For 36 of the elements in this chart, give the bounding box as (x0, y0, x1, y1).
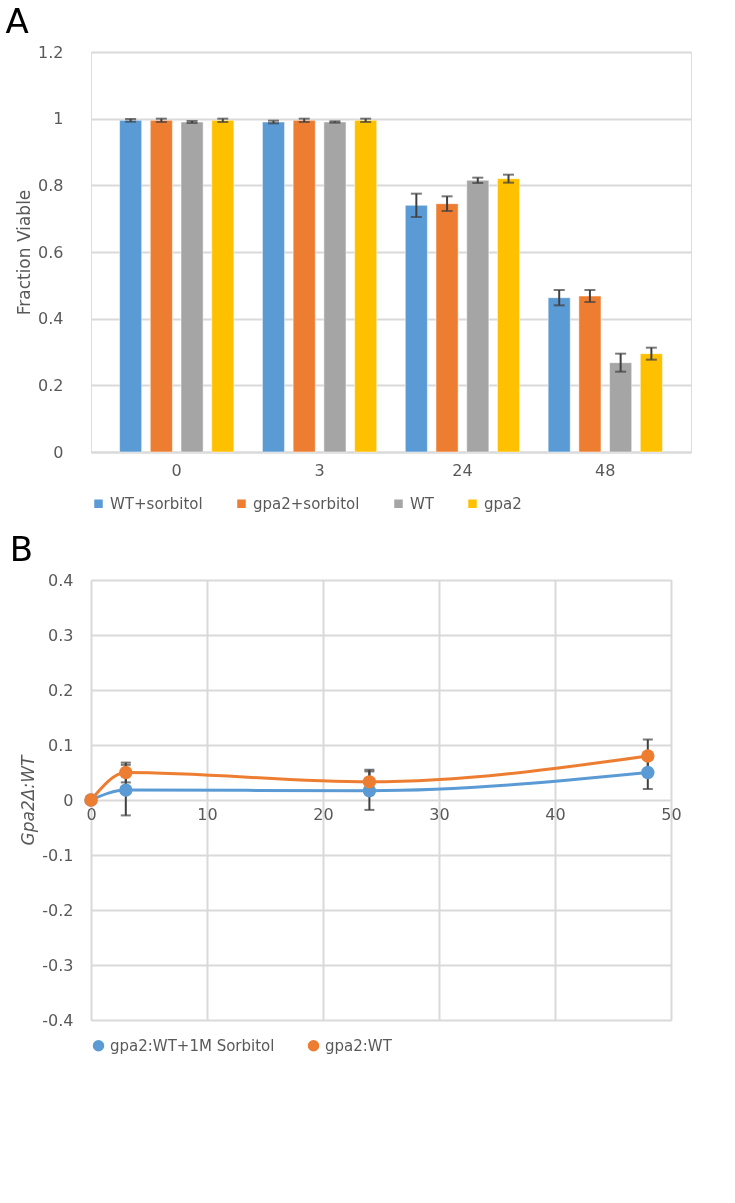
y-tick-label: 0 (63, 790, 74, 810)
y-tick-label: 0.6 (38, 242, 64, 262)
y-tick-label: 0.8 (38, 175, 64, 195)
y-tick-label: 0.4 (48, 570, 74, 590)
x-tick-label: 50 (661, 804, 682, 824)
x-tick-label: 0 (171, 460, 182, 480)
chart-title: A (5, 1, 29, 41)
y-tick-label: 0.4 (38, 309, 64, 329)
x-tick-label: 40 (545, 804, 566, 824)
y-tick-label: 0.2 (48, 680, 74, 700)
y-tick-label: 0.2 (38, 375, 64, 395)
x-tick-label: 3 (314, 460, 325, 480)
legend-label: gpa2:WT+1M Sorbitol (110, 1036, 275, 1055)
y-tick-label: 0 (53, 442, 64, 462)
x-tick-label: 10 (197, 804, 218, 824)
y-tick-label: 0.3 (48, 625, 74, 645)
y-tick-label: -0.1 (42, 845, 74, 865)
legend-label: gpa2:WT (325, 1036, 393, 1055)
legend-label: gpa2 (484, 494, 522, 513)
x-tick-label: 0 (86, 804, 97, 824)
y-tick-label: 1.2 (38, 42, 64, 62)
chart-title: B (9, 529, 34, 569)
y-axis-title: Gpa2Δ:WT (18, 754, 39, 846)
x-tick-label: 48 (595, 460, 616, 480)
y-tick-label: -0.3 (42, 955, 74, 975)
x-tick-label: 30 (429, 804, 450, 824)
y-tick-label: 1 (53, 109, 64, 129)
y-tick-label: -0.4 (42, 1010, 74, 1030)
x-tick-label: 24 (452, 460, 473, 480)
legend-label: WT (410, 494, 435, 513)
y-axis-title: Fraction Viable (14, 189, 35, 316)
legend-label: WT+sorbitol (110, 494, 203, 513)
y-tick-label: -0.2 (42, 900, 74, 920)
x-tick-label: 20 (313, 804, 334, 824)
y-tick-label: 0.1 (48, 735, 74, 755)
legend-label: gpa2+sorbitol (253, 494, 360, 513)
